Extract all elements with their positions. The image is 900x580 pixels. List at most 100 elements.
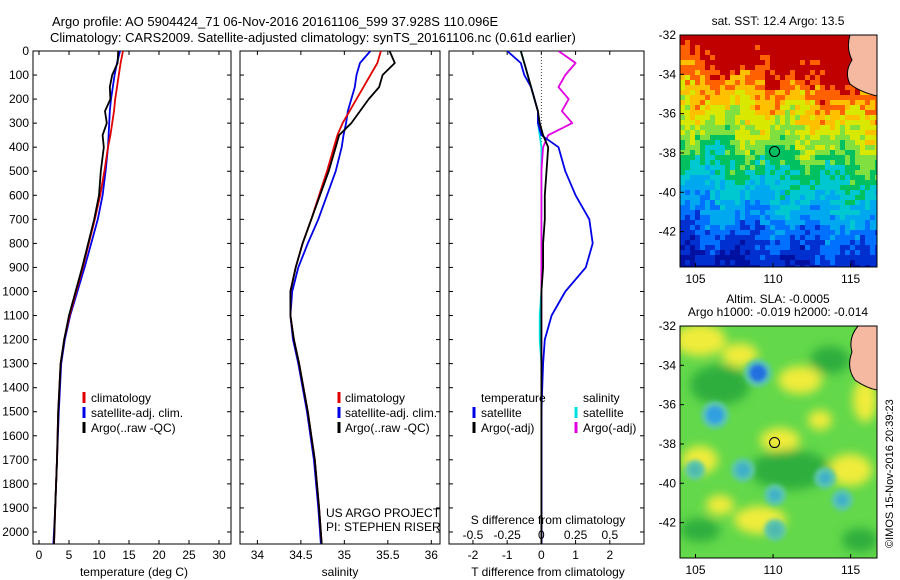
sst-cell bbox=[790, 105, 795, 110]
sst-cell bbox=[845, 195, 850, 200]
sst-cell bbox=[715, 205, 720, 210]
sst-cell bbox=[855, 190, 860, 195]
sst-cell bbox=[725, 65, 730, 70]
sst-cell bbox=[795, 110, 800, 115]
sst-cell bbox=[770, 160, 775, 165]
sst-cell bbox=[730, 215, 735, 220]
sst-cell bbox=[755, 240, 760, 245]
sst-cell bbox=[715, 230, 720, 235]
sst-cell bbox=[765, 120, 770, 125]
sst-cell bbox=[820, 70, 825, 75]
sst-cell bbox=[700, 145, 705, 150]
sst-cell bbox=[720, 205, 725, 210]
sst-cell bbox=[760, 140, 765, 145]
sst-cell bbox=[835, 85, 840, 90]
sst-cell bbox=[785, 50, 790, 55]
sst-cell bbox=[830, 175, 835, 180]
sst-cell bbox=[815, 140, 820, 145]
sst-cell bbox=[800, 130, 805, 135]
sst-cell bbox=[790, 65, 795, 70]
sst-cell bbox=[860, 190, 865, 195]
sst-cell bbox=[715, 95, 720, 100]
sst-cell bbox=[825, 250, 830, 255]
sst-cell bbox=[745, 50, 750, 55]
sst-cell bbox=[775, 50, 780, 55]
sst-cell bbox=[765, 80, 770, 85]
legend-label-sal-argo: Argo(-adj) bbox=[583, 421, 636, 435]
sst-cell bbox=[815, 40, 820, 45]
sst-cell bbox=[815, 50, 820, 55]
sst-cell bbox=[840, 65, 845, 70]
sst-cell bbox=[760, 210, 765, 215]
sst-cell bbox=[755, 80, 760, 85]
sst-cell bbox=[700, 160, 705, 165]
sst-cell bbox=[685, 115, 690, 120]
sst-cell bbox=[725, 35, 730, 40]
sst-cell bbox=[785, 95, 790, 100]
sst-cell bbox=[785, 145, 790, 150]
sst-cell bbox=[835, 215, 840, 220]
sla-map-frame bbox=[679, 325, 878, 559]
sst-cell bbox=[785, 185, 790, 190]
sst-cell bbox=[815, 265, 820, 267]
sst-cell bbox=[740, 45, 745, 50]
sst-cell bbox=[840, 175, 845, 180]
sst-cell bbox=[855, 140, 860, 145]
sst-cell bbox=[820, 80, 825, 85]
sst-cell bbox=[815, 225, 820, 230]
sst-cell bbox=[775, 180, 780, 185]
sst-cell bbox=[695, 250, 700, 255]
legend-label-temp-argo: Argo(-adj) bbox=[481, 421, 534, 435]
sst-cell bbox=[855, 180, 860, 185]
sst-cell bbox=[685, 180, 690, 185]
map-x-tick-label: 115 bbox=[841, 272, 860, 286]
sst-cell bbox=[755, 160, 760, 165]
sst-cell bbox=[760, 185, 765, 190]
sst-cell bbox=[745, 115, 750, 120]
sst-cell bbox=[840, 200, 845, 205]
sst-cell bbox=[805, 210, 810, 215]
sst-cell bbox=[870, 250, 875, 255]
sst-cell bbox=[780, 135, 785, 140]
sst-cell bbox=[730, 220, 735, 225]
sst-cell bbox=[745, 85, 750, 90]
sst-cell bbox=[845, 155, 850, 160]
sst-cell bbox=[690, 150, 695, 155]
sst-cell bbox=[850, 260, 855, 265]
sst-cell bbox=[710, 195, 715, 200]
sst-cell bbox=[710, 170, 715, 175]
sst-cell bbox=[735, 105, 740, 110]
sst-cell bbox=[755, 175, 760, 180]
sst-cell bbox=[790, 225, 795, 230]
sst-cell bbox=[750, 210, 755, 215]
sst-cell bbox=[750, 95, 755, 100]
sst-cell bbox=[855, 240, 860, 245]
sst-cell bbox=[705, 95, 710, 100]
sst-cell bbox=[700, 245, 705, 250]
sst-cell bbox=[685, 235, 690, 240]
sst-cell bbox=[715, 235, 720, 240]
sst-cell bbox=[805, 205, 810, 210]
sst-cell bbox=[830, 200, 835, 205]
sst-cell bbox=[805, 190, 810, 195]
sst-cell bbox=[725, 60, 730, 65]
sst-cell bbox=[775, 140, 780, 145]
sst-cell bbox=[795, 75, 800, 80]
sst-cell bbox=[865, 250, 870, 255]
sst-cell bbox=[800, 65, 805, 70]
sst-cell bbox=[830, 180, 835, 185]
sst-cell bbox=[710, 160, 715, 165]
sst-cell bbox=[815, 260, 820, 265]
sst-cell bbox=[705, 155, 710, 160]
sst-cell bbox=[825, 140, 830, 145]
sst-cell bbox=[770, 110, 775, 115]
sla-eddy bbox=[769, 489, 781, 501]
sst-cell bbox=[790, 125, 795, 130]
x-tick-label: 25 bbox=[182, 548, 196, 562]
sst-cell bbox=[790, 35, 795, 40]
sst-cell bbox=[830, 250, 835, 255]
sst-cell bbox=[680, 155, 685, 160]
sst-cell bbox=[800, 155, 805, 160]
sst-cell bbox=[865, 240, 870, 245]
sst-cell bbox=[830, 260, 835, 265]
